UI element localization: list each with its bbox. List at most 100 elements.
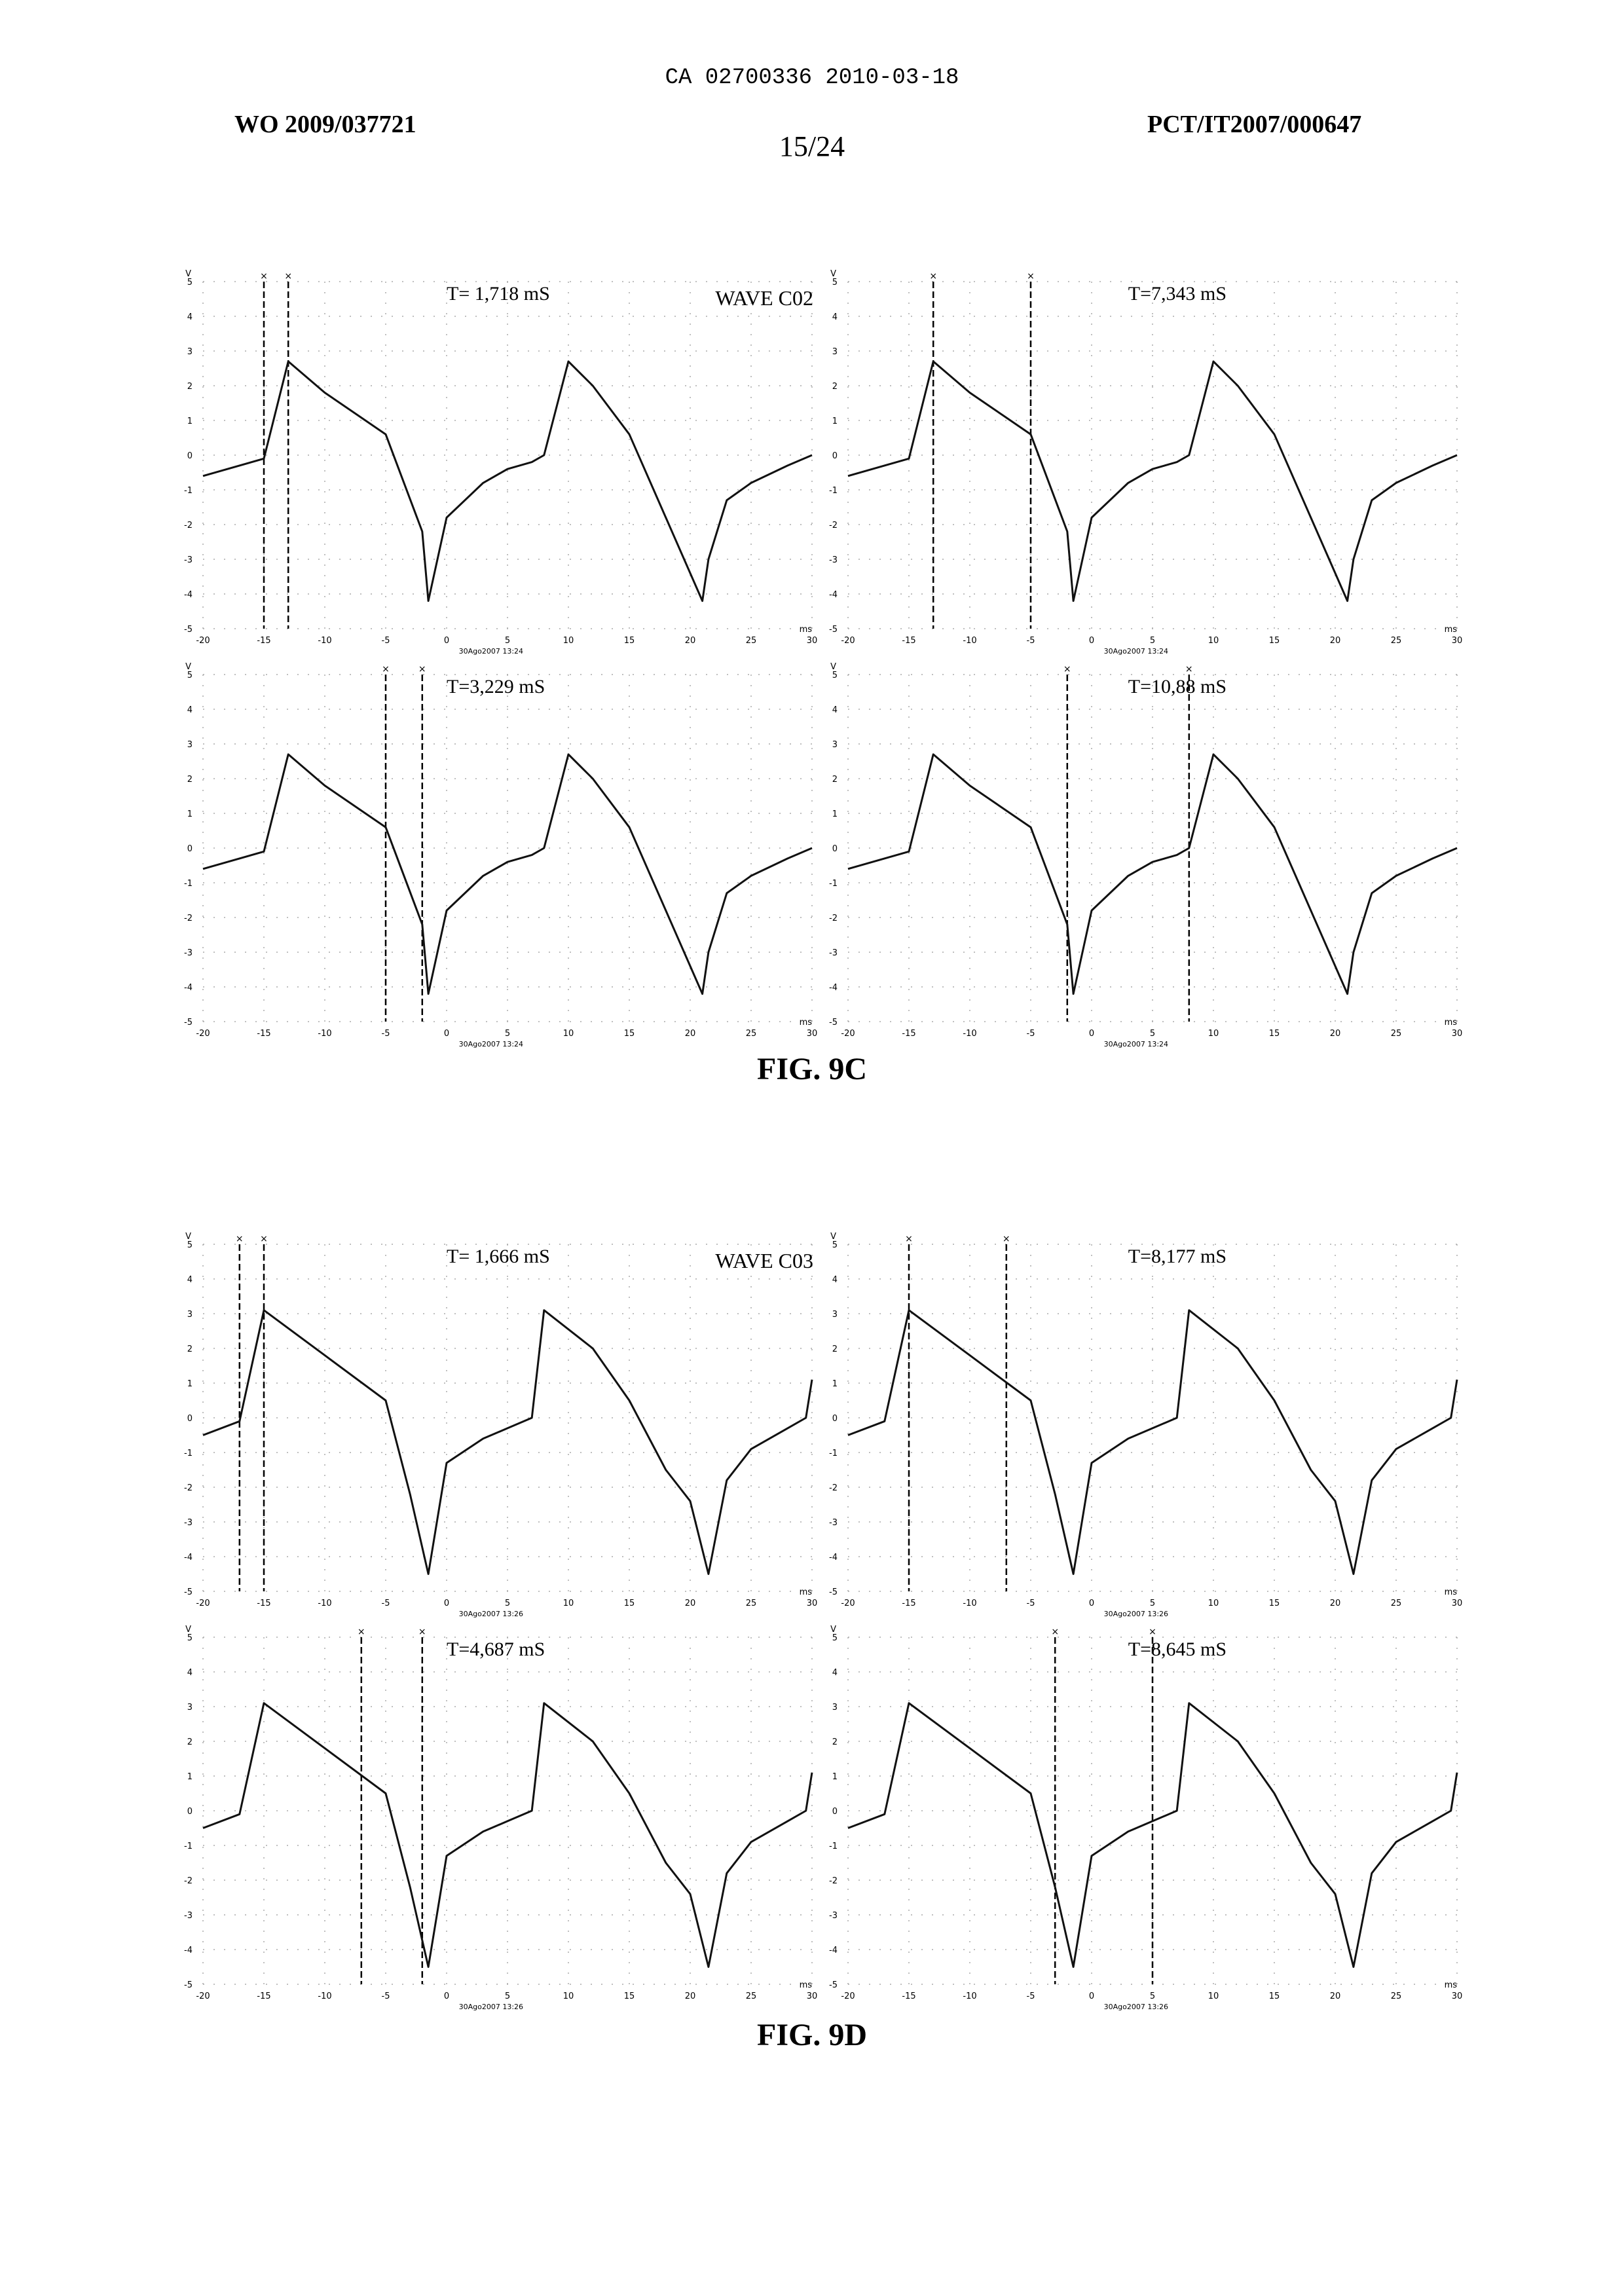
y-tick-label: 5 — [832, 1240, 838, 1250]
date-stamp: 30Ago2007 13:26 — [459, 2003, 523, 2011]
x-tick-label: -5 — [1027, 636, 1035, 646]
y-tick-label: -2 — [829, 1483, 838, 1493]
y-tick-label: 5 — [832, 278, 838, 287]
x-tick-label: -10 — [963, 1599, 976, 1608]
x-tick-label: 5 — [1150, 1029, 1155, 1039]
x-tick-label: -10 — [963, 1029, 976, 1039]
x-tick-label: 30 — [807, 1599, 818, 1608]
y-axis-label: V — [185, 269, 191, 279]
x-tick-label: 15 — [624, 1599, 635, 1608]
y-tick-label: -2 — [184, 521, 193, 530]
x-tick-label: 25 — [746, 636, 757, 646]
cursor-marker: × — [236, 1234, 244, 1244]
y-tick-label: 4 — [832, 312, 838, 322]
x-tick-label: 20 — [1330, 1599, 1341, 1608]
y-tick-label: 2 — [832, 1737, 838, 1747]
x-tick-label: 25 — [1391, 1599, 1402, 1608]
x-tick-label: 15 — [624, 1991, 635, 2001]
x-tick-label: 0 — [1089, 1029, 1094, 1039]
cursor-marker: × — [1051, 1627, 1059, 1637]
time-measurement-label: T=7,343 mS — [1128, 283, 1227, 305]
cursor-marker: × — [1149, 1627, 1156, 1637]
y-tick-label: 3 — [832, 1310, 838, 1320]
figure-label: FIG. 9D — [0, 2017, 1624, 2053]
x-axis-label: ms — [800, 1980, 813, 1990]
fig-9d-panel-3: 543210-1-2-3-4-5V-20-15-10-5051015202530… — [177, 1618, 825, 2024]
x-tick-label: -10 — [318, 1029, 331, 1039]
y-axis-label: V — [185, 662, 191, 672]
x-tick-label: 0 — [444, 636, 449, 646]
x-tick-label: -10 — [963, 636, 976, 646]
y-tick-label: -2 — [184, 914, 193, 923]
fig-9c-panel-2: 543210-1-2-3-4-5V-20-15-10-5051015202530… — [822, 262, 1470, 668]
x-tick-label: 5 — [505, 636, 510, 646]
x-tick-label: -10 — [963, 1991, 976, 2001]
y-axis-label: V — [185, 1232, 191, 1242]
y-tick-label: 5 — [187, 278, 193, 287]
x-tick-label: 15 — [1269, 1599, 1280, 1608]
x-tick-label: 20 — [685, 1599, 696, 1608]
y-tick-label: 0 — [832, 451, 838, 461]
time-measurement-label: T=8,177 mS — [1128, 1246, 1227, 1267]
x-tick-label: 15 — [1269, 1991, 1280, 2001]
y-tick-label: 2 — [187, 775, 193, 785]
y-tick-label: 3 — [187, 1310, 193, 1320]
x-tick-label: 15 — [1269, 636, 1280, 646]
x-tick-label: -20 — [841, 636, 855, 646]
x-tick-label: 30 — [807, 1991, 818, 2001]
y-tick-label: -1 — [184, 1449, 193, 1458]
x-tick-label: 0 — [444, 1599, 449, 1608]
x-tick-label: 30 — [807, 636, 818, 646]
date-stamp: 30Ago2007 13:24 — [1104, 1040, 1168, 1048]
x-tick-label: 0 — [444, 1029, 449, 1039]
y-tick-label: -3 — [829, 555, 838, 565]
x-tick-label: 5 — [505, 1991, 510, 2001]
y-tick-label: 1 — [832, 1379, 838, 1389]
figure-label: FIG. 9C — [0, 1051, 1624, 1087]
y-tick-label: -5 — [184, 1587, 193, 1597]
y-tick-label: 1 — [832, 417, 838, 426]
cursor-marker: × — [284, 271, 292, 282]
y-tick-label: -2 — [829, 1876, 838, 1886]
time-measurement-label: T= 1,666 mS — [447, 1246, 550, 1267]
y-tick-label: 1 — [187, 1379, 193, 1389]
y-tick-label: -3 — [184, 555, 193, 565]
x-tick-label: -15 — [257, 1599, 270, 1608]
x-tick-label: 25 — [746, 1991, 757, 2001]
x-tick-label: -15 — [902, 1599, 915, 1608]
fig-9d-panel-1: 543210-1-2-3-4-5V-20-15-10-5051015202530… — [177, 1225, 825, 1631]
x-tick-label: -15 — [257, 1029, 270, 1039]
y-tick-label: -4 — [184, 983, 193, 993]
y-tick-label: -5 — [184, 1018, 193, 1028]
fig-9d-panel-4: 543210-1-2-3-4-5V-20-15-10-5051015202530… — [822, 1618, 1470, 2024]
y-tick-label: 5 — [187, 1240, 193, 1250]
y-axis-label: V — [830, 1232, 836, 1242]
x-tick-label: 10 — [563, 636, 574, 646]
y-tick-label: 5 — [832, 1633, 838, 1643]
x-tick-label: 20 — [1330, 1991, 1341, 2001]
y-tick-label: -4 — [184, 1553, 193, 1563]
x-tick-label: -5 — [382, 1991, 390, 2001]
time-measurement-label: T=3,229 mS — [447, 676, 545, 697]
y-axis-label: V — [830, 269, 836, 279]
y-tick-label: -4 — [829, 983, 838, 993]
y-tick-label: -1 — [829, 1449, 838, 1458]
x-tick-label: 15 — [624, 636, 635, 646]
y-tick-label: -4 — [829, 1946, 838, 1955]
x-tick-label: 25 — [746, 1029, 757, 1039]
cursor-marker: × — [905, 1234, 913, 1244]
fig-9c-panel-1: 543210-1-2-3-4-5V-20-15-10-5051015202530… — [177, 262, 825, 668]
x-tick-label: 0 — [1089, 636, 1094, 646]
wave-label: WAVE C02 — [715, 286, 813, 310]
x-tick-label: 10 — [563, 1029, 574, 1039]
cursor-marker: × — [260, 271, 268, 282]
y-tick-label: 0 — [832, 1807, 838, 1817]
cursor-marker: × — [929, 271, 937, 282]
y-tick-label: 0 — [832, 844, 838, 854]
x-tick-label: 5 — [505, 1029, 510, 1039]
y-tick-label: 0 — [187, 844, 193, 854]
x-tick-label: 10 — [563, 1991, 574, 2001]
x-tick-label: -5 — [382, 1029, 390, 1039]
date-stamp: 30Ago2007 13:24 — [459, 1040, 523, 1048]
y-tick-label: 4 — [832, 1275, 838, 1285]
